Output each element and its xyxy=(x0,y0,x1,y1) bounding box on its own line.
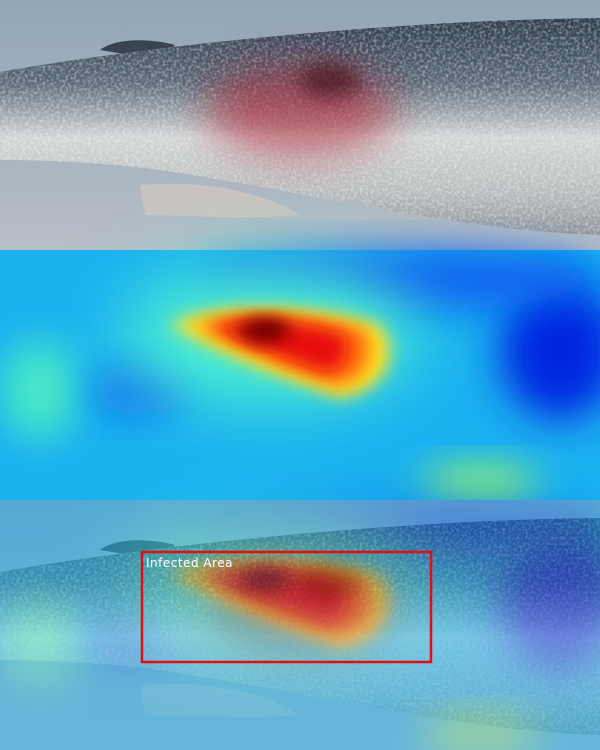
heatmap xyxy=(0,250,600,505)
bounding-box xyxy=(140,550,433,664)
overlay xyxy=(0,500,600,750)
box-label: Infected Area xyxy=(146,556,233,570)
fish-photo xyxy=(0,0,600,250)
